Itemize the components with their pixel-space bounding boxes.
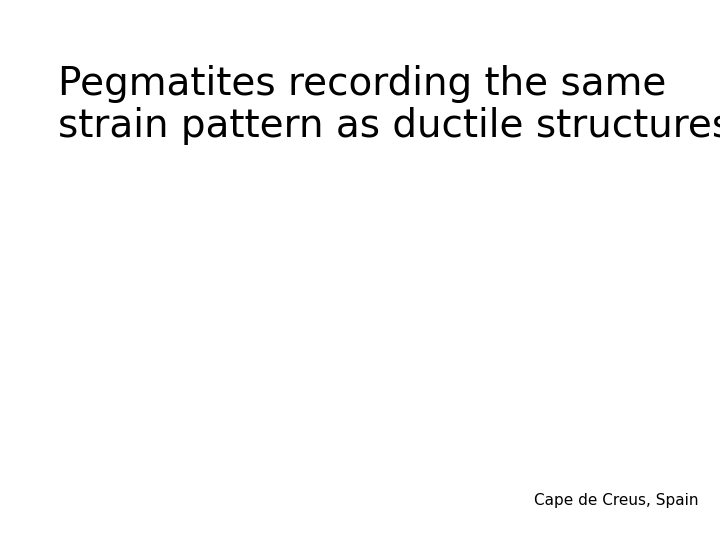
Text: Pegmatites recording the same
strain pattern as ductile structures: Pegmatites recording the same strain pat… [58,65,720,145]
Text: Cape de Creus, Spain: Cape de Creus, Spain [534,492,698,508]
